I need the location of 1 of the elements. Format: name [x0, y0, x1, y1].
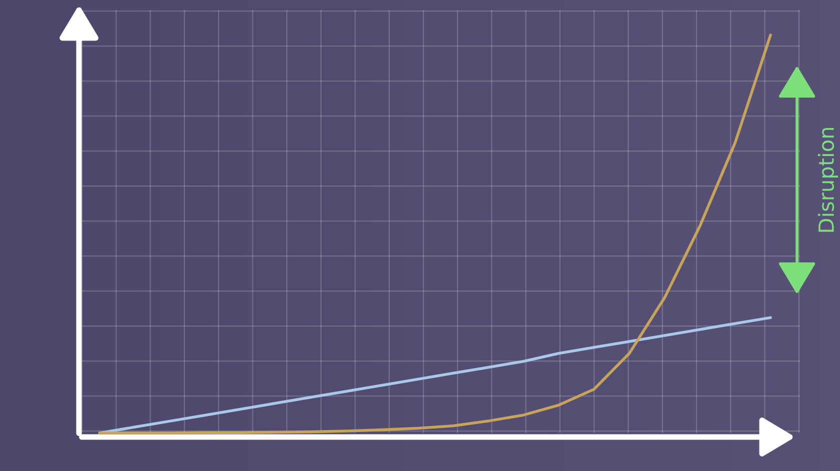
- text: Disruption: [818, 128, 838, 232]
